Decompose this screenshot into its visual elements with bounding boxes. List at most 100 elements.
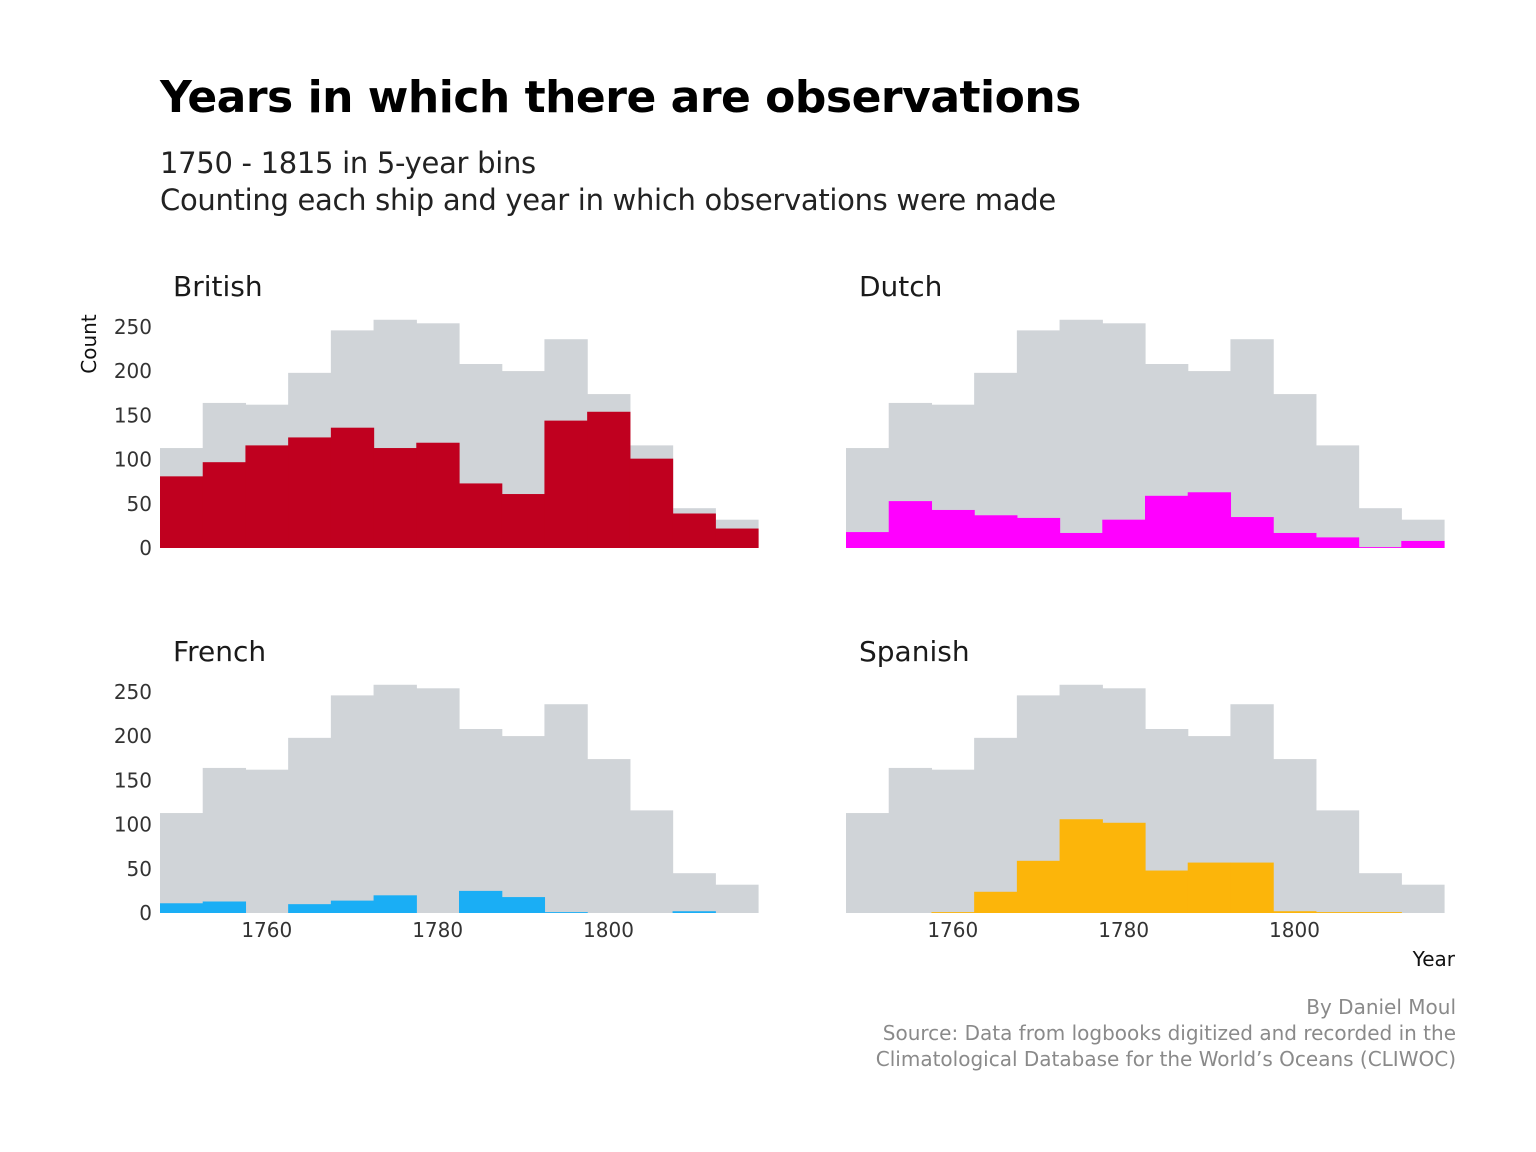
y-tick-label: 0 bbox=[139, 901, 152, 925]
total-bar bbox=[459, 729, 503, 913]
bar-spanish bbox=[1358, 912, 1402, 913]
total-bar bbox=[672, 873, 716, 913]
bar-spanish bbox=[1102, 822, 1146, 913]
bar-spanish bbox=[1059, 819, 1103, 913]
bar-dutch bbox=[1230, 517, 1274, 548]
bar-spanish bbox=[931, 912, 975, 913]
bar-dutch bbox=[1059, 532, 1103, 548]
bar-british bbox=[459, 483, 503, 548]
x-tick-label: 1760 bbox=[241, 918, 292, 942]
bar-spanish bbox=[1230, 862, 1274, 913]
total-bar bbox=[1401, 884, 1445, 913]
bar-british bbox=[245, 445, 289, 548]
panel-title-british: British bbox=[173, 270, 263, 303]
y-tick-label: 200 bbox=[114, 359, 152, 383]
panel-title-dutch: Dutch bbox=[859, 270, 942, 303]
x-tick-label: 1760 bbox=[927, 918, 978, 942]
chart-subtitle-line-1: 1750 - 1815 in 5-year bins bbox=[160, 146, 536, 180]
bar-dutch bbox=[1187, 492, 1232, 548]
total-bar bbox=[1358, 873, 1402, 913]
bar-french bbox=[160, 903, 204, 913]
bar-british bbox=[501, 494, 546, 548]
x-tick-label: 1800 bbox=[1269, 918, 1320, 942]
total-bar bbox=[373, 684, 417, 913]
total-bar bbox=[629, 810, 674, 913]
bar-spanish bbox=[974, 891, 1018, 913]
bar-dutch bbox=[1016, 517, 1061, 548]
y-tick-label: 250 bbox=[114, 315, 152, 339]
bar-spanish bbox=[1315, 912, 1360, 913]
bar-dutch bbox=[1358, 547, 1402, 548]
bar-british bbox=[160, 476, 204, 548]
bar-spanish bbox=[1187, 862, 1232, 913]
total-bar bbox=[288, 737, 332, 913]
bar-british bbox=[672, 513, 716, 548]
total-bar bbox=[974, 737, 1018, 913]
bar-dutch bbox=[931, 509, 975, 548]
x-tick-label: 1800 bbox=[583, 918, 634, 942]
caption-author: By Daniel Moul bbox=[1306, 995, 1456, 1019]
panel-title-spanish: Spanish bbox=[859, 635, 970, 668]
total-bar bbox=[1358, 508, 1402, 548]
bar-spanish bbox=[1273, 911, 1317, 913]
total-bar bbox=[1102, 323, 1146, 548]
total-bar bbox=[931, 769, 975, 913]
bar-british bbox=[416, 442, 460, 548]
y-tick-label: 150 bbox=[114, 768, 152, 792]
y-tick-label: 150 bbox=[114, 403, 152, 427]
y-tick-label: 200 bbox=[114, 724, 152, 748]
bar-french bbox=[288, 904, 332, 913]
x-tick-label: 1780 bbox=[412, 918, 463, 942]
total-bar bbox=[888, 767, 933, 913]
total-bar bbox=[416, 688, 460, 913]
total-bar bbox=[1315, 810, 1360, 913]
bar-dutch bbox=[1102, 519, 1146, 548]
total-bar bbox=[245, 769, 289, 913]
bar-british bbox=[544, 420, 588, 548]
bar-french bbox=[330, 900, 375, 913]
bar-british bbox=[715, 528, 759, 548]
bar-french bbox=[373, 895, 417, 913]
y-tick-label: 0 bbox=[139, 536, 152, 560]
bar-dutch bbox=[846, 532, 890, 548]
total-bar bbox=[1059, 319, 1103, 548]
bar-british bbox=[587, 411, 631, 548]
panel-title-french: French bbox=[173, 635, 266, 668]
chart-title: Years in which there are observations bbox=[160, 72, 1081, 123]
bar-british bbox=[288, 437, 332, 548]
total-bar bbox=[1273, 759, 1317, 913]
bar-british bbox=[373, 448, 417, 548]
total-bar bbox=[587, 759, 631, 913]
y-tick-label: 100 bbox=[114, 448, 152, 472]
total-bar bbox=[846, 448, 890, 548]
bar-french bbox=[459, 890, 503, 913]
bar-british bbox=[202, 462, 247, 548]
total-bar bbox=[1230, 339, 1274, 548]
bar-dutch bbox=[1273, 532, 1317, 548]
bar-dutch bbox=[974, 515, 1018, 548]
x-axis-label: Year bbox=[1412, 947, 1456, 971]
bar-dutch bbox=[1145, 495, 1189, 548]
y-tick-label: 250 bbox=[114, 680, 152, 704]
y-tick-label: 100 bbox=[114, 813, 152, 837]
total-bar bbox=[160, 813, 204, 913]
total-bar bbox=[1016, 330, 1061, 548]
total-bar bbox=[846, 813, 890, 913]
bar-dutch bbox=[1315, 537, 1360, 548]
bar-spanish bbox=[1016, 860, 1061, 913]
bar-dutch bbox=[888, 501, 933, 548]
caption-source-line-2: Climatological Database for the World’s … bbox=[875, 1047, 1456, 1071]
y-axis-label: Count bbox=[77, 314, 101, 374]
y-tick-label: 50 bbox=[127, 492, 152, 516]
bar-french bbox=[544, 912, 588, 913]
bar-british bbox=[330, 427, 375, 548]
total-bar bbox=[715, 884, 759, 913]
caption-source-line-1: Source: Data from logbooks digitized and… bbox=[882, 1021, 1456, 1045]
bar-french bbox=[202, 901, 247, 913]
total-bar bbox=[1315, 445, 1360, 548]
chart-subtitle-line-2: Counting each ship and year in which obs… bbox=[160, 183, 1056, 217]
bar-french bbox=[672, 911, 716, 913]
y-tick-label: 50 bbox=[127, 857, 152, 881]
total-bar bbox=[1273, 394, 1317, 548]
